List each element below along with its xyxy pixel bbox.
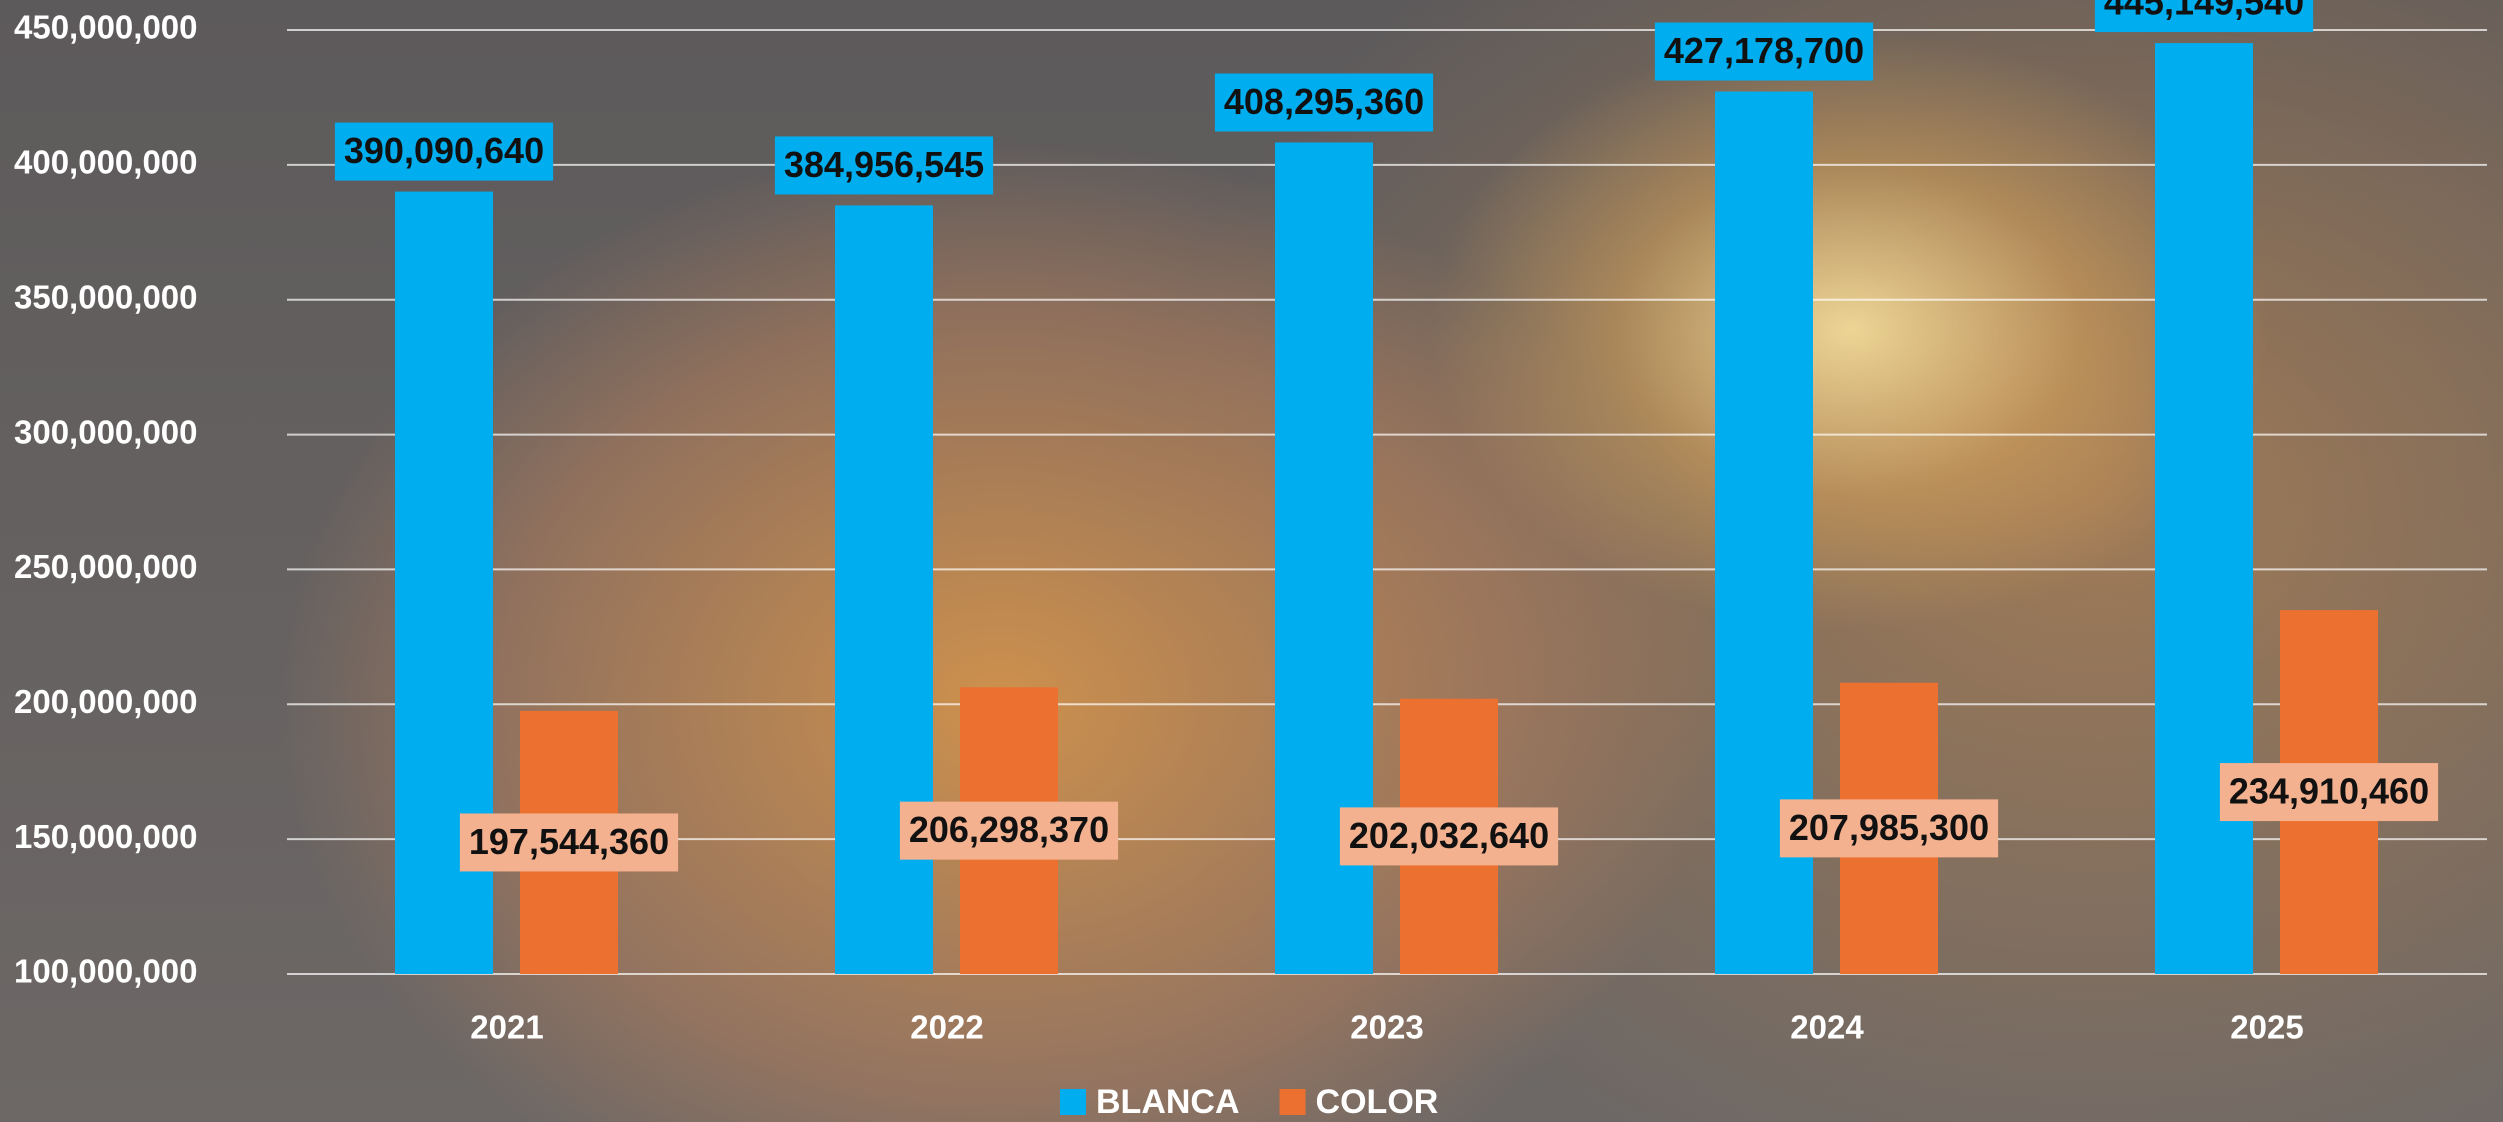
- data-label-text: 202,032,640: [1349, 815, 1549, 856]
- data-label-box: [1779, 799, 1999, 858]
- x-tick-label: 2023: [1350, 1009, 1423, 1046]
- data-label-box: [2094, 0, 2314, 33]
- y-tick-label: 100,000,000: [14, 953, 198, 990]
- y-tick-label: 150,000,000: [14, 818, 198, 855]
- data-label-text: 207,985,300: [1789, 807, 1989, 848]
- data-label-box: [1214, 73, 1434, 132]
- y-tick-label: 400,000,000: [14, 144, 198, 181]
- y-tick-label: 200,000,000: [14, 683, 198, 720]
- y-tick-label: 450,000,000: [14, 9, 198, 46]
- y-tick-label: 250,000,000: [14, 548, 198, 585]
- data-label-text: 234,910,460: [2229, 771, 2429, 812]
- y-tick-label: 300,000,000: [14, 413, 198, 450]
- data-label: 445,149,540: [2094, 0, 2314, 33]
- x-tick-label: 2024: [1790, 1009, 1864, 1046]
- data-label-box: [334, 122, 554, 181]
- data-label: 427,178,700: [1654, 22, 1874, 81]
- data-label-text: 408,295,360: [1224, 81, 1424, 122]
- data-label: 207,985,300: [1779, 799, 1999, 858]
- y-tick-label: 350,000,000: [14, 278, 198, 315]
- x-tick-label: 2025: [2230, 1009, 2303, 1046]
- x-tick-label: 2022: [910, 1009, 983, 1046]
- data-label-text: 206,298,370: [909, 809, 1109, 850]
- bar: [2155, 43, 2253, 974]
- legend-swatch: [1060, 1089, 1086, 1115]
- data-label: 202,032,640: [1339, 807, 1559, 866]
- data-label-box: [1654, 22, 1874, 81]
- data-label-text: 445,149,540: [2104, 0, 2304, 23]
- data-label-text: 390,090,640: [344, 130, 544, 171]
- data-label: 390,090,640: [334, 122, 554, 181]
- legend-swatch: [1279, 1089, 1306, 1115]
- legend-label: COLOR: [1316, 1083, 1439, 1121]
- x-tick-label: 2021: [470, 1009, 543, 1046]
- data-label-box: [899, 801, 1119, 860]
- legend-label: BLANCA: [1096, 1083, 1240, 1121]
- data-label-box: [774, 136, 994, 195]
- data-label: 408,295,360: [1214, 73, 1434, 132]
- data-label: 384,956,545: [774, 136, 994, 195]
- data-label: 234,910,460: [2219, 763, 2439, 822]
- data-label-box: [459, 813, 679, 872]
- data-label-text: 427,178,700: [1664, 30, 1864, 71]
- data-label-text: 384,956,545: [784, 144, 984, 185]
- data-label-box: [2219, 763, 2439, 822]
- data-label: 197,544,360: [459, 813, 679, 872]
- data-label-box: [1339, 807, 1559, 866]
- data-label: 206,298,370: [899, 801, 1119, 860]
- data-label-text: 197,544,360: [469, 821, 669, 862]
